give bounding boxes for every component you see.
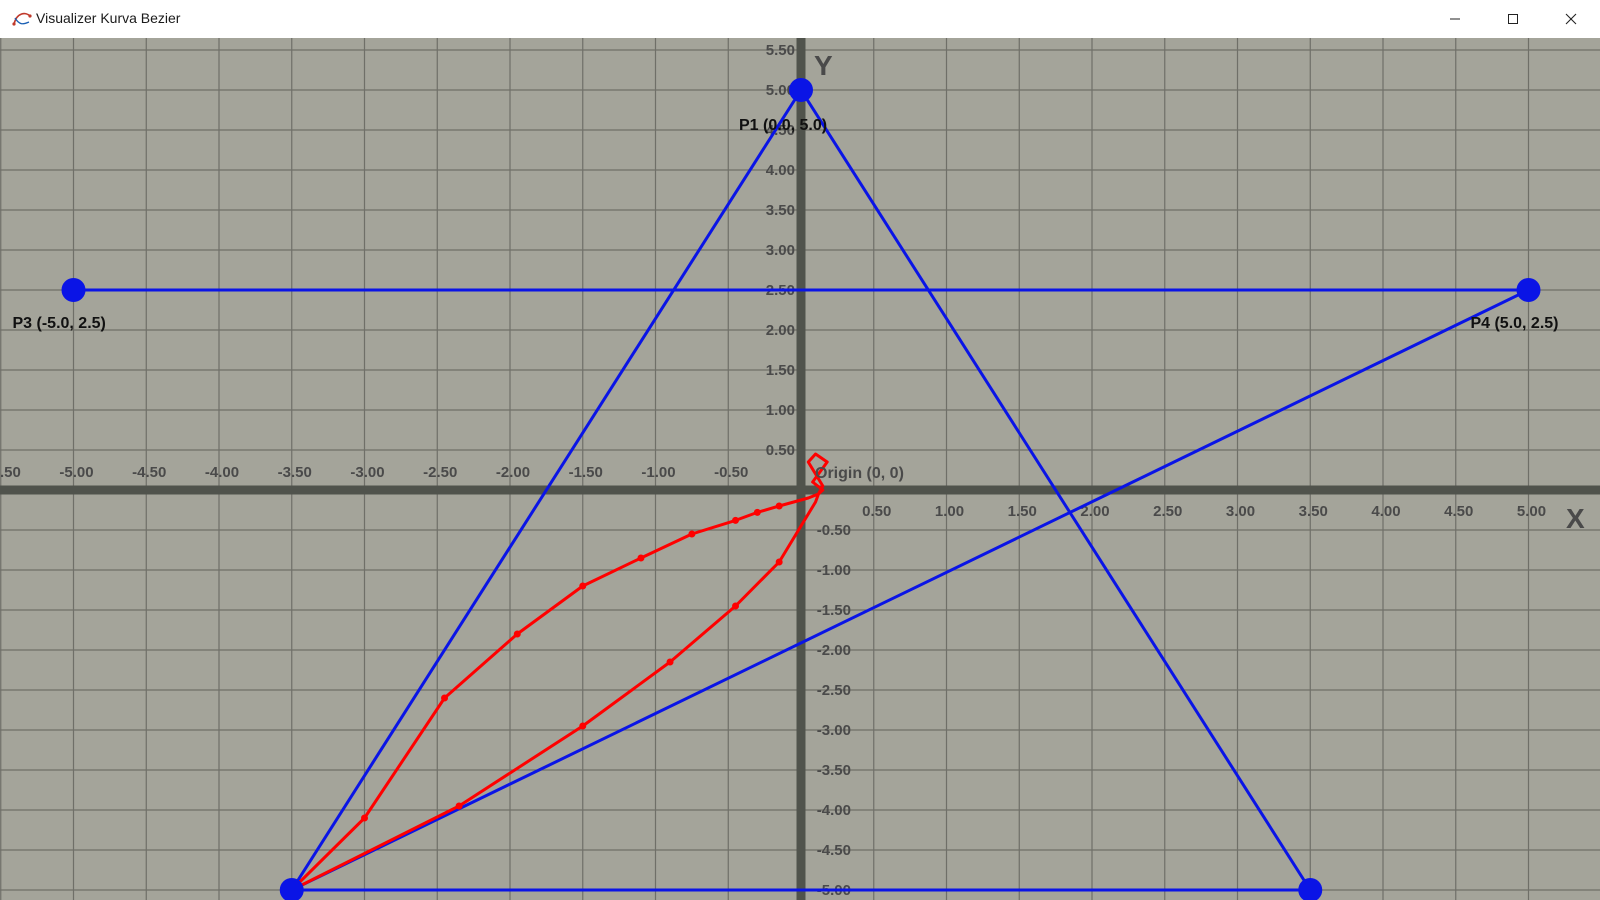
y-tick-label: -3.00 — [817, 722, 851, 739]
plot-canvas[interactable]: -5.50 -5.00 -4.50 -4.00 -3.50 -3.00 -2.50 -2.00… — [0, 38, 1600, 900]
curve-sample-point — [732, 603, 739, 610]
curve-sample-point — [579, 723, 586, 730]
x-tick-label: -1.50 — [569, 464, 603, 481]
x-tick-label: -4.00 — [205, 464, 239, 481]
curve-sample-point — [456, 803, 463, 810]
curve-sample-point — [776, 559, 783, 566]
x-tick-label: 0.50 — [862, 503, 891, 520]
y-tick-label: -4.50 — [817, 842, 851, 859]
y-axis-label: Y — [814, 50, 833, 81]
x-tick-label: -2.00 — [496, 464, 530, 481]
y-tick-label: 3.00 — [766, 242, 795, 259]
window-title: Visualizer Kurva Bezier — [36, 10, 180, 26]
x-tick-label: 4.00 — [1371, 503, 1400, 520]
y-tick-label: 3.50 — [766, 202, 795, 219]
y-tick-label: -2.00 — [817, 642, 851, 659]
x-tick-label: 3.00 — [1226, 503, 1255, 520]
y-tick-label: 1.50 — [766, 362, 795, 379]
axes — [0, 38, 1600, 900]
curve-sample-point — [754, 509, 761, 516]
curve-sample-point — [667, 659, 674, 666]
curve-sample-point — [688, 531, 695, 538]
x-tick-label: 3.50 — [1299, 503, 1328, 520]
x-tick-label: -1.00 — [641, 464, 675, 481]
curve-sample-point — [441, 695, 448, 702]
y-tick-label: -0.50 — [817, 522, 851, 539]
x-axis-label: X — [1566, 503, 1585, 534]
close-button[interactable] — [1542, 0, 1600, 38]
control-point-label: P1 (0.0, 5.0) — [739, 117, 827, 134]
curve-sample-point — [637, 555, 644, 562]
maximize-icon — [1507, 13, 1519, 25]
y-tick-label: -4.00 — [817, 802, 851, 819]
y-tick-label: 2.00 — [766, 322, 795, 339]
curve-sample-point — [732, 517, 739, 524]
y-tick-label: 5.50 — [766, 42, 795, 59]
x-tick-label: 2.50 — [1153, 503, 1182, 520]
control-point-handle[interactable] — [62, 278, 86, 302]
close-icon — [1565, 13, 1577, 25]
minimize-button[interactable] — [1426, 0, 1484, 38]
x-tick-label: -5.50 — [0, 464, 21, 481]
x-tick-label: -4.50 — [132, 464, 166, 481]
bezier-curve — [292, 454, 827, 890]
curve-sample-point — [514, 631, 521, 638]
x-tick-label: -5.00 — [59, 464, 93, 481]
control-polygon-segment — [292, 290, 1529, 890]
control-point-handle[interactable] — [1298, 878, 1322, 900]
control-point-handle[interactable] — [789, 78, 813, 102]
maximize-button[interactable] — [1484, 0, 1542, 38]
control-point-label: P4 (5.0, 2.5) — [1470, 315, 1558, 332]
x-tick-label: -3.50 — [278, 464, 312, 481]
curve-sample-point — [361, 815, 368, 822]
control-point-handle[interactable] — [1517, 278, 1541, 302]
curve-sample-point — [579, 583, 586, 590]
title-bar: Visualizer Kurva Bezier — [0, 0, 1600, 38]
x-tick-label: -0.50 — [714, 464, 748, 481]
bezier-plot[interactable]: -5.50 -5.00 -4.50 -4.00 -3.50 -3.00 -2.50 -2.00… — [0, 38, 1600, 900]
y-tick-label: -2.50 — [817, 682, 851, 699]
y-tick-label: 0.50 — [766, 442, 795, 459]
x-tick-label: 1.00 — [935, 503, 964, 520]
x-tick-label: 1.50 — [1008, 503, 1037, 520]
bezier-curve-icon — [12, 10, 32, 28]
x-tick-label: 4.50 — [1444, 503, 1473, 520]
y-tick-label: 1.00 — [766, 402, 795, 419]
control-point-label: P3 (-5.0, 2.5) — [13, 315, 106, 332]
x-tick-label: 5.00 — [1517, 503, 1546, 520]
y-tick-label: 4.00 — [766, 162, 795, 179]
minimize-icon — [1449, 13, 1461, 25]
y-tick-label: -1.00 — [817, 562, 851, 579]
x-tick-label: -2.50 — [423, 464, 457, 481]
origin-label: Origin (0, 0) — [815, 465, 904, 482]
bezier-curve-path — [292, 454, 827, 890]
curve-sample-point — [776, 503, 783, 510]
y-tick-label: -3.50 — [817, 762, 851, 779]
y-tick-label: -1.50 — [817, 602, 851, 619]
x-tick-label: -3.00 — [350, 464, 384, 481]
